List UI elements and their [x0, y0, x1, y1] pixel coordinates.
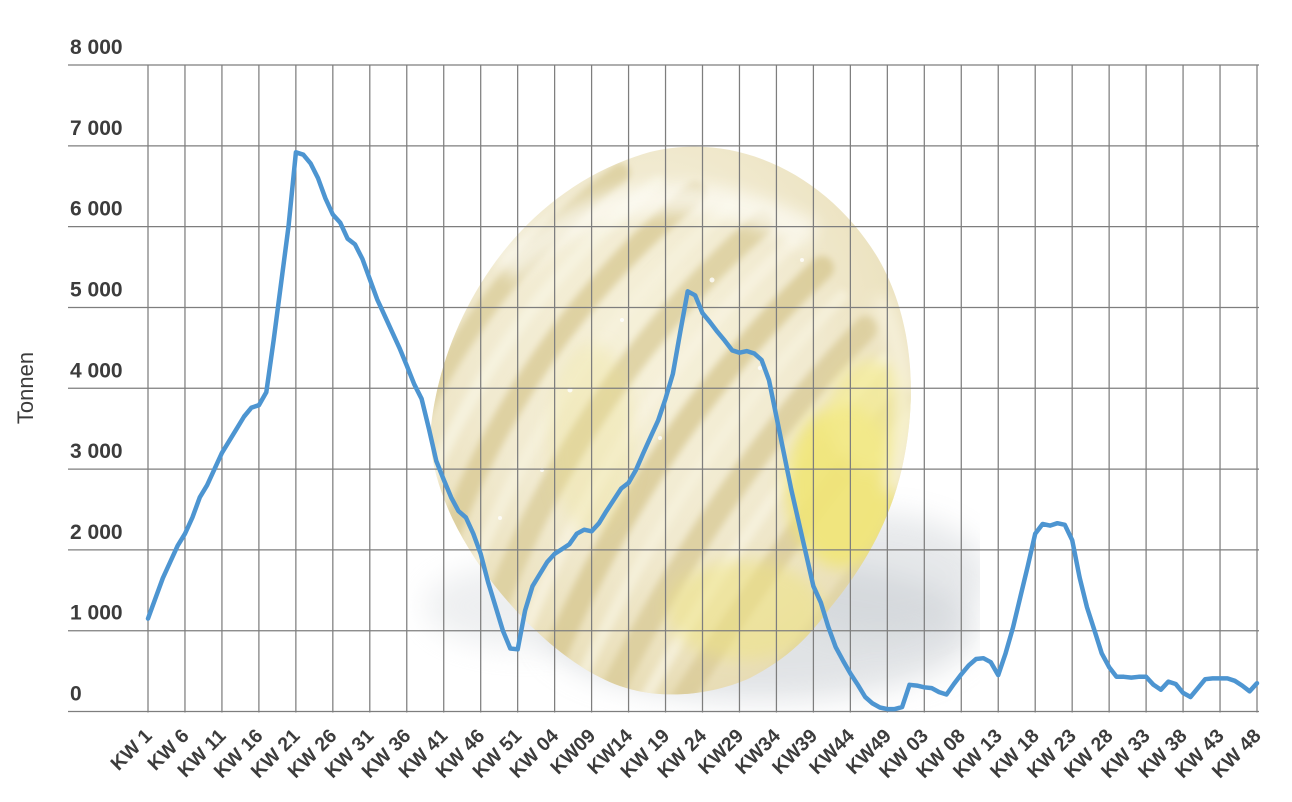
- y-tick-label: 7 000: [70, 117, 123, 140]
- y-axis-title: Tonnen: [13, 352, 38, 424]
- y-tick-label: 3 000: [70, 440, 123, 463]
- y-tick-label: 6 000: [70, 198, 123, 221]
- y-tick-label: 8 000: [70, 36, 123, 59]
- y-tick-label: 0: [70, 683, 82, 706]
- horizontal-gridlines: [68, 64, 1259, 713]
- y-axis-tick-labels: 8 000 7 000 6 000 5 000 4 000 3 000 2 000 1 000…: [70, 36, 123, 706]
- x-tick-label: KW 1: [107, 725, 157, 775]
- y-tick-label: 1 000: [70, 602, 123, 625]
- y-tick-label: 2 000: [70, 521, 123, 544]
- data-line-tonnen: [145, 150, 1260, 712]
- y-tick-label: 4 000: [70, 359, 123, 382]
- vertical-gridlines: [147, 65, 1258, 713]
- y-tick-label: 5 000: [70, 278, 123, 301]
- butter-top-highlight: [495, 183, 820, 282]
